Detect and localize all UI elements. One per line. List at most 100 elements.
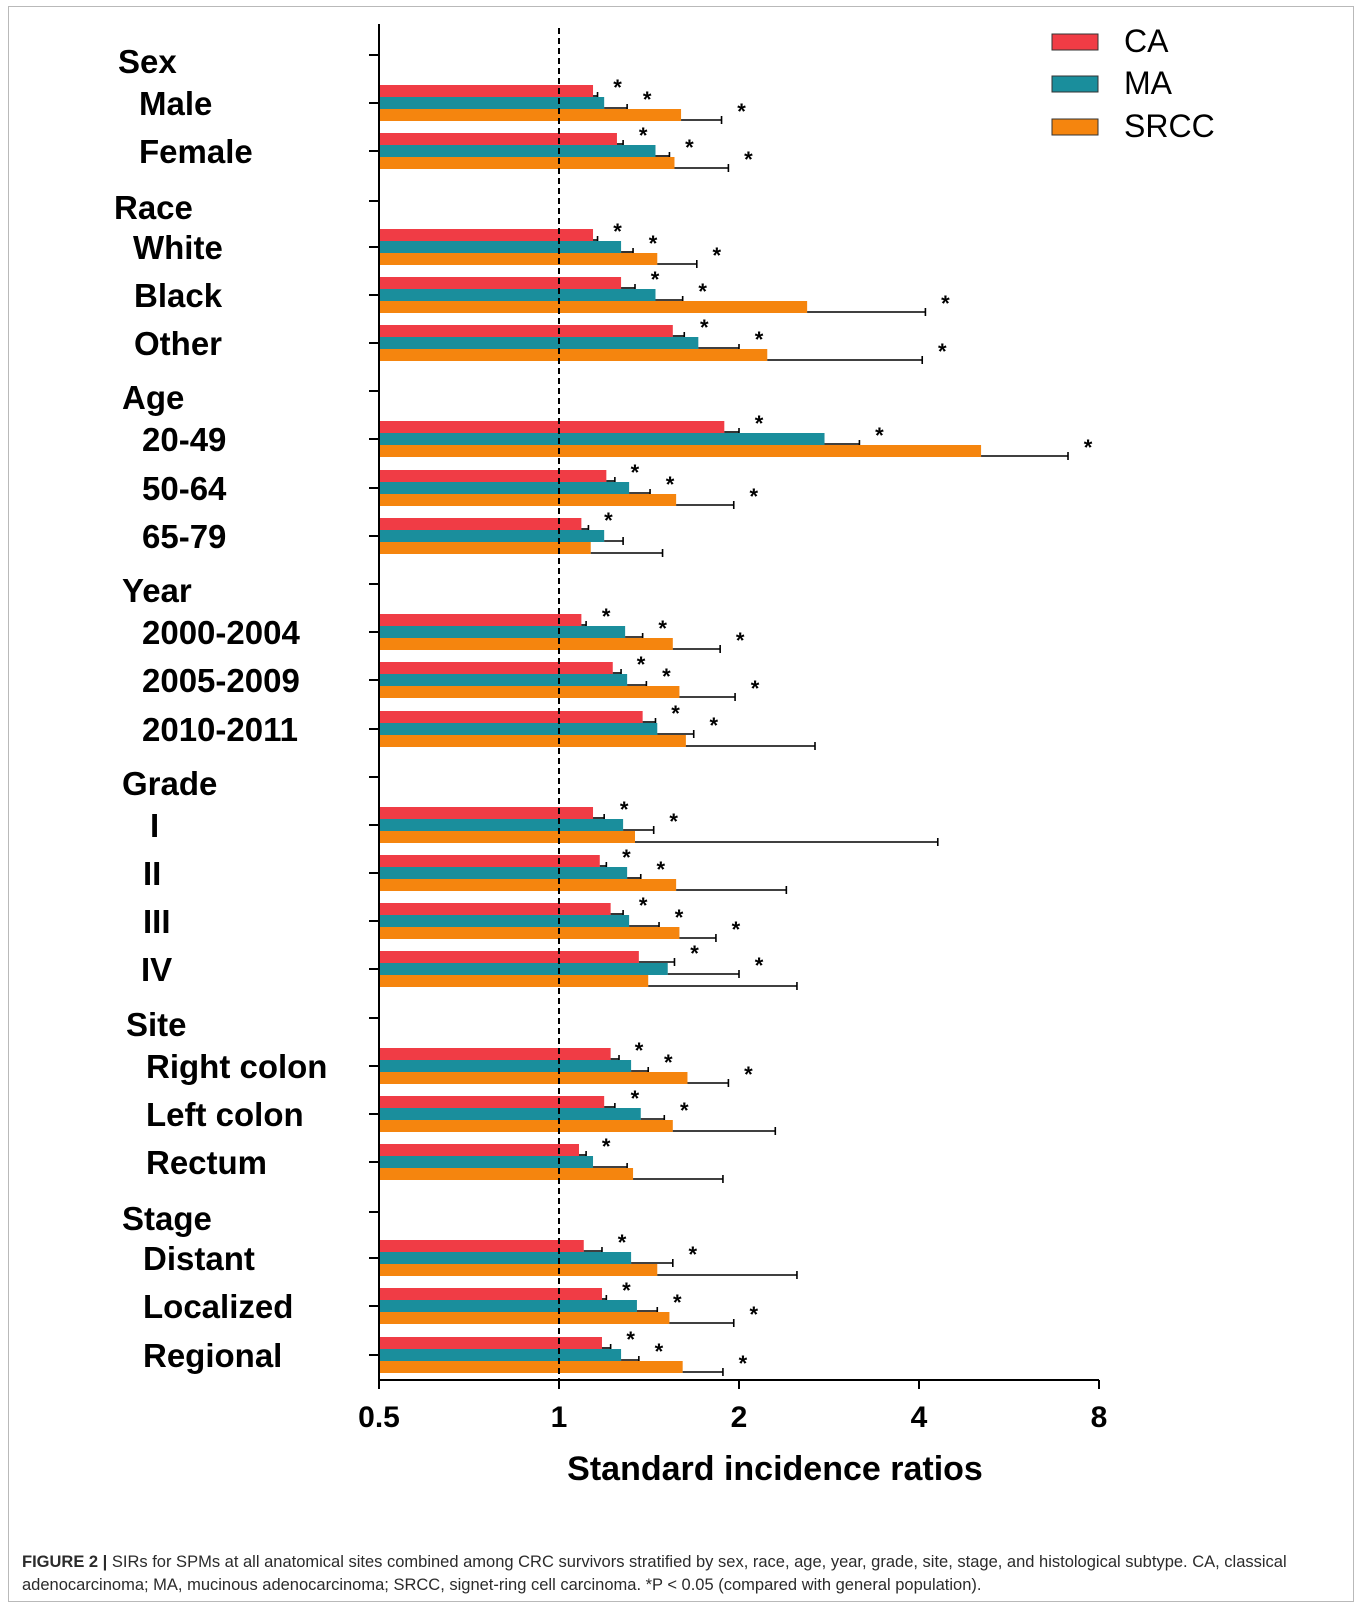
bar-ma — [379, 97, 605, 109]
bar-srcc — [379, 1264, 658, 1276]
bar-ca — [379, 518, 582, 530]
bar-ca — [379, 662, 613, 674]
significance-star: * — [755, 327, 764, 352]
significance-star: * — [643, 87, 652, 112]
significance-star: * — [602, 1134, 611, 1159]
significance-star: * — [744, 147, 753, 172]
significance-star: * — [669, 809, 678, 834]
bar-ma — [379, 1156, 594, 1168]
bar-srcc — [379, 638, 673, 650]
bar-ma — [379, 482, 630, 494]
bar-srcc — [379, 927, 680, 939]
group-label: Sex — [118, 43, 177, 80]
x-tick-label: 2 — [731, 1401, 748, 1434]
bar-ca — [379, 85, 594, 97]
significance-star: * — [749, 484, 758, 509]
row-label: III — [143, 903, 171, 940]
bar-ca — [379, 421, 725, 433]
bar-ma — [379, 915, 630, 927]
bar-ca — [379, 325, 673, 337]
bar-ca — [379, 1144, 579, 1156]
bar-srcc — [379, 975, 649, 987]
significance-star: * — [1084, 435, 1093, 460]
row-label: Right colon — [146, 1048, 327, 1085]
significance-star: * — [637, 652, 646, 677]
bar-ca — [379, 1240, 584, 1252]
significance-star: * — [690, 941, 699, 966]
significance-star: * — [639, 123, 648, 148]
bar-srcc — [379, 253, 658, 265]
significance-star: * — [658, 616, 667, 641]
figure-caption: FIGURE 2 | SIRs for SPMs at all anatomic… — [22, 1551, 1342, 1597]
bar-ma — [379, 963, 668, 975]
bar-srcc — [379, 1312, 670, 1324]
significance-star: * — [749, 1302, 758, 1327]
caption-text: SIRs for SPMs at all anatomical sites co… — [22, 1553, 1287, 1594]
bar-srcc — [379, 735, 686, 747]
row-label: Distant — [143, 1240, 255, 1277]
significance-star: * — [649, 231, 658, 256]
group-label: Stage — [122, 1200, 212, 1237]
significance-star: * — [664, 1050, 673, 1075]
bar-ma — [379, 867, 628, 879]
bar-ca — [379, 903, 611, 915]
bar-ma — [379, 819, 624, 831]
significance-star: * — [639, 893, 648, 918]
row-label: Black — [134, 277, 223, 314]
legend-label-ca: CA — [1124, 23, 1169, 59]
bar-ma — [379, 1349, 622, 1361]
significance-star: * — [875, 423, 884, 448]
axes: 0.5 1 2 4 8 Standard incidence ratios — [358, 24, 1107, 1488]
row-label: 2005-2009 — [142, 662, 300, 699]
row-label: 2010-2011 — [142, 711, 298, 748]
significance-star: * — [631, 1086, 640, 1111]
group-label: Site — [126, 1006, 187, 1043]
significance-star: * — [656, 857, 665, 882]
significance-star: * — [709, 713, 718, 738]
row-label: Regional — [143, 1337, 282, 1374]
bar-srcc — [379, 542, 591, 554]
legend-swatch-ca — [1051, 33, 1099, 51]
row-label: Left colon — [146, 1096, 304, 1133]
bar-ca — [379, 951, 639, 963]
significance-star: * — [680, 1098, 689, 1123]
x-axis-title: Standard incidence ratios — [567, 1450, 983, 1488]
bar-ca — [379, 1096, 605, 1108]
significance-star: * — [622, 845, 631, 870]
x-tick-label: 8 — [1091, 1401, 1108, 1434]
significance-star: * — [685, 135, 694, 160]
bar-srcc — [379, 109, 682, 121]
significance-star: * — [666, 472, 675, 497]
bar-ca — [379, 1048, 611, 1060]
row-label: I — [150, 807, 159, 844]
significance-star: * — [736, 628, 745, 653]
row-label: Rectum — [146, 1144, 267, 1181]
significance-star: * — [751, 676, 760, 701]
row-label: IV — [141, 951, 172, 988]
row-label: Localized — [143, 1288, 293, 1325]
significance-star: * — [673, 1290, 682, 1315]
row-label: 20-49 — [142, 421, 226, 458]
significance-star: * — [698, 279, 707, 304]
significance-star: * — [655, 1339, 664, 1364]
significance-star: * — [631, 460, 640, 485]
significance-star: * — [700, 315, 709, 340]
group-label: Year — [122, 572, 192, 609]
significance-star: * — [604, 508, 613, 533]
significance-star: * — [938, 339, 947, 364]
significance-star: * — [651, 267, 660, 292]
bar-ca — [379, 1288, 602, 1300]
bar-ma — [379, 626, 626, 638]
bar-ma — [379, 1108, 641, 1120]
bar-ma — [379, 723, 658, 735]
bar-ma — [379, 145, 656, 157]
legend-swatch-srcc — [1051, 118, 1099, 136]
row-label: White — [133, 229, 223, 266]
bar-srcc — [379, 1168, 634, 1180]
bar-srcc — [379, 686, 680, 698]
row-label: II — [143, 855, 161, 892]
significance-star: * — [618, 1230, 627, 1255]
bar-ma — [379, 1300, 637, 1312]
